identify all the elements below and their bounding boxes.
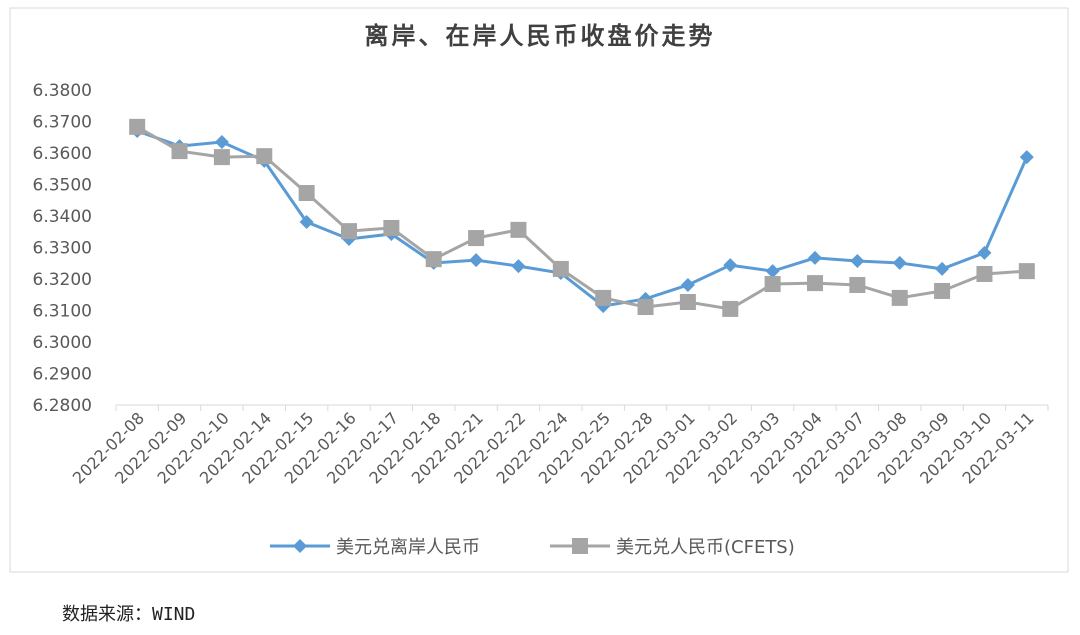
point xyxy=(891,289,908,306)
y-tick-label: 6.3700 xyxy=(33,113,92,133)
point xyxy=(510,221,527,238)
point xyxy=(299,214,314,229)
point xyxy=(892,255,907,270)
y-tick-label: 6.3800 xyxy=(33,81,92,101)
point xyxy=(849,276,866,293)
point xyxy=(723,258,738,273)
point xyxy=(807,275,823,292)
legend-label: 美元兑离岸人民币 xyxy=(336,537,480,558)
point xyxy=(256,148,273,165)
point xyxy=(383,219,400,236)
point xyxy=(808,250,822,265)
point xyxy=(637,299,654,316)
y-tick-label: 6.3500 xyxy=(33,176,92,196)
point xyxy=(680,277,695,292)
point xyxy=(679,293,696,310)
point xyxy=(934,282,951,299)
point xyxy=(511,259,526,274)
chart-title: 离岸、在岸人民币收盘价走势 xyxy=(365,22,716,50)
point xyxy=(171,143,188,160)
y-tick-label: 6.2900 xyxy=(33,365,92,385)
source-note: 数据来源：WIND xyxy=(62,604,195,625)
point xyxy=(765,264,780,279)
point xyxy=(214,134,229,149)
point xyxy=(850,254,865,269)
point xyxy=(129,118,146,135)
y-tick-label: 6.3200 xyxy=(33,270,92,290)
series-line xyxy=(136,125,1027,311)
point xyxy=(595,289,612,306)
point xyxy=(298,185,315,202)
point xyxy=(293,539,307,553)
y-tick-label: 6.3000 xyxy=(33,333,92,353)
y-tick-label: 6.3300 xyxy=(33,239,92,259)
point xyxy=(977,245,992,260)
series-line xyxy=(136,129,1029,308)
point xyxy=(469,253,484,268)
y-tick-label: 6.3100 xyxy=(33,302,92,322)
point xyxy=(764,276,781,293)
y-tick-label: 6.3600 xyxy=(33,144,92,164)
point xyxy=(552,260,569,277)
point xyxy=(425,251,442,268)
point xyxy=(213,149,230,166)
chart-frame xyxy=(9,7,1069,573)
point xyxy=(1019,150,1034,165)
point xyxy=(722,300,739,317)
legend-label: 美元兑人民币(CFETS) xyxy=(616,537,795,558)
point xyxy=(572,538,588,554)
point xyxy=(935,261,950,276)
y-tick-label: 6.3400 xyxy=(33,207,92,227)
point xyxy=(468,230,485,247)
point xyxy=(1018,263,1035,280)
point xyxy=(976,265,993,282)
point xyxy=(341,223,357,240)
y-tick-label: 6.2800 xyxy=(33,396,92,416)
